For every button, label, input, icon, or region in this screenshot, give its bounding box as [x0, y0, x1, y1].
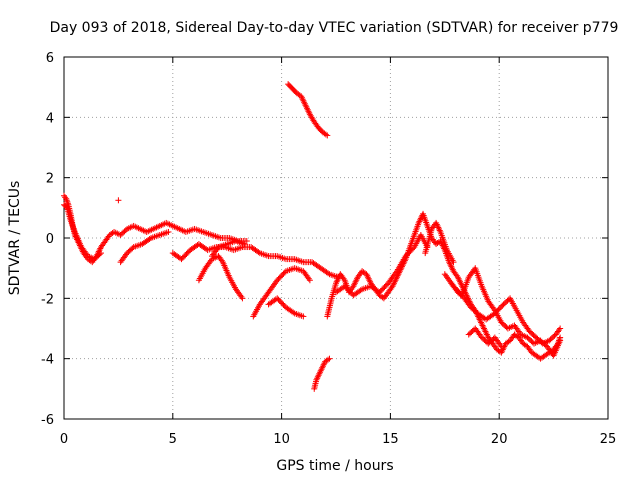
data-point — [290, 309, 297, 316]
y-tick-label: 4 — [46, 111, 54, 126]
y-axis-label: SDTVAR / TECUs — [7, 181, 23, 296]
data-point — [239, 295, 246, 302]
data-points — [61, 81, 564, 392]
x-tick-label: 20 — [491, 432, 508, 447]
gridlines — [64, 57, 608, 419]
data-point — [306, 277, 313, 284]
y-tick-label: 0 — [46, 232, 54, 247]
data-point — [300, 313, 307, 320]
data-point — [324, 132, 331, 139]
data-point — [505, 338, 512, 345]
data-point — [523, 342, 530, 349]
data-point — [97, 250, 104, 257]
data-point — [450, 259, 457, 266]
data-point — [243, 238, 250, 245]
y-tick-labels: 6 4 2 0 -2 -4 -6 — [41, 51, 54, 428]
axis-ticks — [63, 56, 609, 420]
data-point — [514, 333, 521, 340]
x-tick-label: 5 — [169, 432, 177, 447]
data-point — [326, 355, 333, 362]
data-point — [325, 356, 332, 363]
data-point — [357, 287, 364, 294]
x-tick-label: 15 — [382, 432, 399, 447]
data-point — [557, 337, 564, 344]
x-tick-labels: 0 5 10 15 20 25 — [60, 432, 616, 447]
y-tick-label: -4 — [41, 353, 54, 368]
y-tick-label: -6 — [41, 413, 54, 428]
data-point — [241, 241, 248, 248]
data-point — [146, 236, 153, 243]
x-tick-label: 0 — [60, 432, 68, 447]
data-point — [379, 294, 386, 301]
data-point — [322, 131, 329, 138]
x-tick-label: 25 — [600, 432, 617, 447]
data-point — [498, 343, 505, 350]
x-axis-label: GPS time / hours — [276, 458, 393, 474]
data-point — [115, 197, 122, 204]
x-tick-label: 10 — [273, 432, 290, 447]
y-tick-label: 6 — [46, 51, 54, 66]
data-point — [129, 245, 136, 252]
y-tick-label: -2 — [41, 292, 54, 307]
data-point — [165, 228, 172, 235]
data-point — [255, 249, 262, 256]
y-tick-label: 2 — [46, 172, 54, 187]
data-point — [325, 270, 332, 277]
data-point — [96, 251, 103, 258]
data-point — [410, 245, 417, 252]
data-point — [557, 325, 564, 332]
chart-title: Day 093 of 2018, Sidereal Day-to-day VTE… — [50, 20, 619, 36]
